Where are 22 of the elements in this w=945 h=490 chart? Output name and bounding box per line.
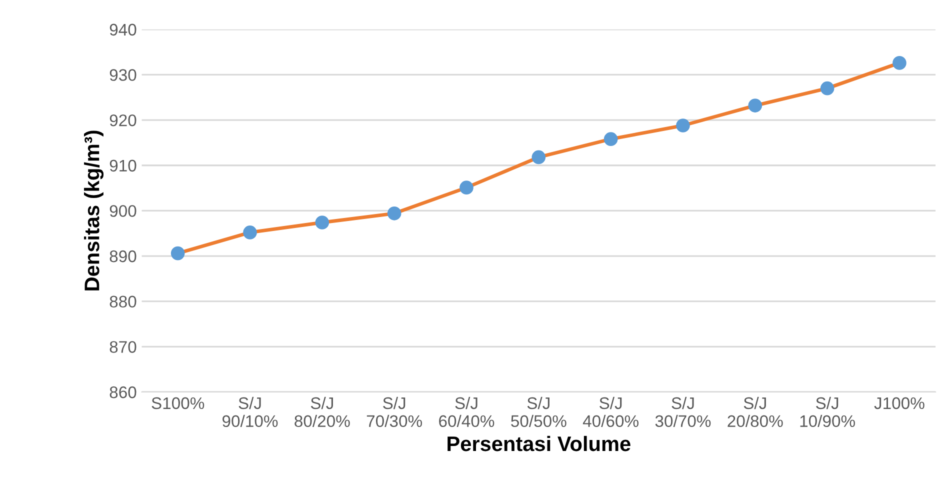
- x-tick-label: J100%: [874, 397, 924, 410]
- y-tick-label: 870: [110, 341, 136, 353]
- x-tick-label: S/J 70/30%: [366, 396, 422, 428]
- x-tick-label: S100%: [152, 397, 204, 410]
- y-tick-label: 920: [110, 114, 136, 126]
- y-tick-label: 890: [110, 250, 136, 262]
- y-tick-label: 910: [110, 160, 136, 172]
- x-tick-label: S/J 40/60%: [582, 396, 638, 428]
- y-tick-label: 940: [110, 24, 136, 36]
- x-tick-label: S/J 50/50%: [511, 396, 566, 428]
- y-tick-label: 930: [110, 69, 136, 81]
- y-tick-label: 860: [110, 386, 136, 398]
- x-axis-title: Persentasi Volume: [448, 436, 630, 452]
- x-tick-label: S/J 60/40%: [439, 396, 494, 428]
- x-tick-label: S/J 10/90%: [800, 396, 855, 428]
- x-tick-label: S/J 20/80%: [728, 396, 783, 428]
- y-tick-label: 880: [110, 296, 136, 308]
- x-tick-label: S/J 80/20%: [294, 396, 350, 428]
- x-tick-label: S/J 90/10%: [222, 396, 278, 428]
- y-axis-title: Densitas (kg/m³): [84, 130, 104, 290]
- x-tick-label: S/J 30/70%: [655, 396, 711, 428]
- y-tick-label: 900: [110, 205, 136, 217]
